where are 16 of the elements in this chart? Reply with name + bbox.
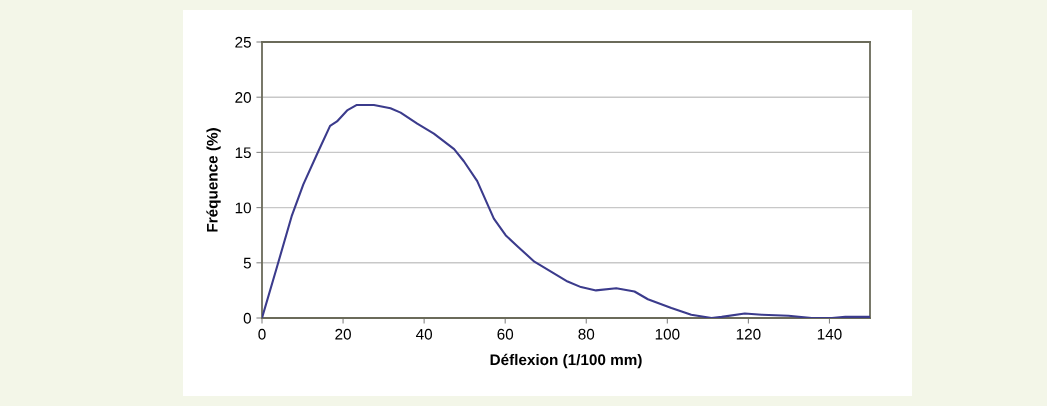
x-tick-label: 120 <box>736 328 761 340</box>
x-tick-label: 80 <box>578 328 595 340</box>
x-tick-label: 20 <box>335 328 351 340</box>
y-tick-label: 0 <box>243 312 251 324</box>
x-axis-title: Déflexion (1/100 mm) <box>490 353 642 369</box>
y-tick-label: 5 <box>243 257 251 269</box>
y-tick-label: 25 <box>235 36 251 48</box>
x-tick-label: 100 <box>655 328 680 340</box>
x-tick-label: 60 <box>497 328 514 340</box>
y-tick-label: 15 <box>235 147 251 159</box>
y-tick-label: 20 <box>235 92 251 103</box>
x-tick-label: 0 <box>258 328 266 340</box>
y-tick-label: 10 <box>235 202 251 214</box>
y-axis-title: Fréquence (%) <box>206 128 221 232</box>
x-tick-label: 140 <box>817 328 842 340</box>
x-tick-label: 40 <box>415 328 433 340</box>
